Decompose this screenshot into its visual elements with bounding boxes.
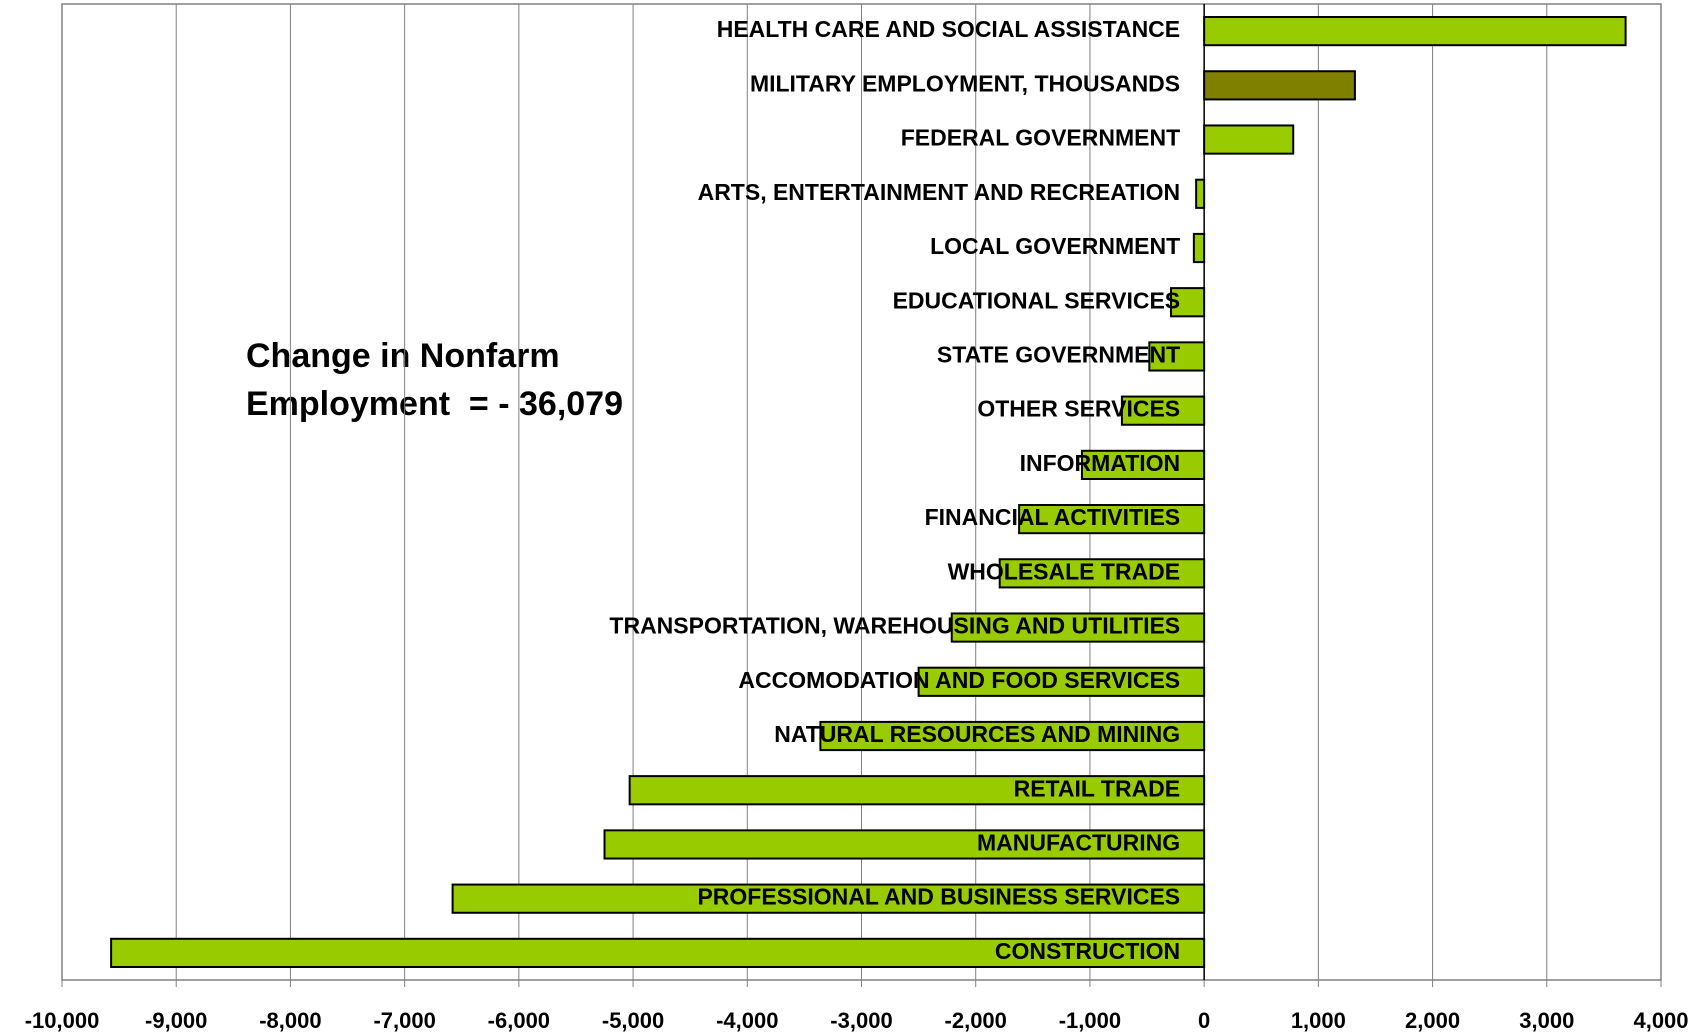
category-label: MILITARY EMPLOYMENT, THOUSANDS	[750, 70, 1180, 96]
category-label: TRANSPORTATION, WAREHOUSING AND UTILITIE…	[609, 613, 1180, 639]
annotation: Employment = - 36,079	[246, 385, 623, 423]
category-label: FINANCIAL ACTIVITIES	[925, 504, 1181, 530]
bar	[1080, 449, 1206, 480]
x-tick-label: -8,000	[259, 1008, 321, 1033]
bar	[819, 720, 1206, 752]
x-tick-label: -9,000	[145, 1008, 207, 1033]
category-label: ACCOMODATION AND FOOD SERVICES	[738, 667, 1180, 693]
category-label: FEDERAL GOVERNMENT	[901, 125, 1180, 151]
category-label: RETAIL TRADE	[1014, 775, 1181, 801]
bar	[603, 829, 1206, 860]
category-label: LOCAL GOVERNMENT	[930, 233, 1180, 259]
category-label: WHOLESALE TRADE	[948, 558, 1181, 584]
plot-border	[61, 3, 1662, 981]
category-label: OTHER SERVICES	[977, 396, 1180, 422]
category-label: MANUFACTURING	[977, 830, 1180, 856]
x-tick-label: -1,000	[1059, 1008, 1121, 1033]
bar	[950, 612, 1206, 643]
category-label: INFORMATION	[1020, 450, 1181, 476]
bar	[1195, 178, 1206, 209]
x-tick-label: -3,000	[830, 1008, 892, 1033]
category-label: NATURAL RESOURCES AND MINING	[774, 721, 1180, 747]
category-label: ARTS, ENTERTAINMENT AND RECREATION	[698, 179, 1181, 205]
category-label: HEALTH CARE AND SOCIAL ASSISTANCE	[717, 16, 1180, 42]
annotation: Change in Nonfarm	[246, 337, 560, 375]
bar	[110, 937, 1206, 968]
category-label: CONSTRUCTION	[995, 938, 1180, 964]
x-tick-label: 1,000	[1291, 1008, 1346, 1033]
x-tick-label: -5,000	[602, 1008, 664, 1033]
category-label: STATE GOVERNMENT	[937, 342, 1180, 368]
bar	[1192, 232, 1206, 264]
x-tick-label: 4,000	[1633, 1008, 1688, 1033]
x-tick-label: 0	[1198, 1008, 1210, 1033]
x-tick-label: -10,000	[25, 1008, 100, 1033]
category-label: EDUCATIONAL SERVICES	[893, 287, 1181, 313]
x-tick-label: -7,000	[373, 1008, 435, 1033]
bar	[917, 666, 1206, 697]
bar	[628, 775, 1206, 806]
category-label: PROFESSIONAL AND BUSINESS SERVICES	[697, 884, 1180, 910]
x-tick-label: -4,000	[716, 1008, 778, 1033]
x-tick-label: -2,000	[945, 1008, 1007, 1033]
x-tick-label: 2,000	[1405, 1008, 1460, 1033]
x-tick-label: -6,000	[488, 1008, 550, 1033]
bar	[1203, 70, 1356, 101]
bar	[1203, 16, 1627, 47]
bar	[451, 883, 1206, 914]
x-tick-label: 3,000	[1519, 1008, 1574, 1033]
bar	[1203, 124, 1295, 155]
